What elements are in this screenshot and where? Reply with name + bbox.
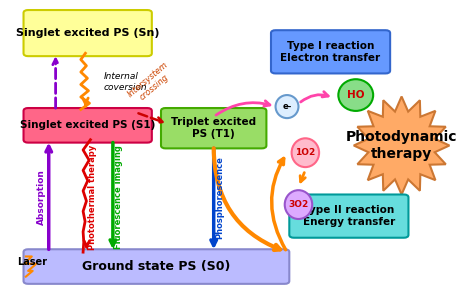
Text: 1O2: 1O2 (295, 148, 316, 157)
Text: Type II reaction
Energy transfer: Type II reaction Energy transfer (303, 205, 395, 227)
Text: Ground state PS (S0): Ground state PS (S0) (82, 260, 231, 273)
Text: Fluorescence imaging: Fluorescence imaging (114, 146, 123, 249)
Text: e-: e- (283, 102, 292, 111)
Ellipse shape (285, 190, 312, 219)
Text: Internal
coversion: Internal coversion (104, 72, 147, 92)
Text: 3O2: 3O2 (288, 200, 309, 209)
Text: Phosphorescence: Phosphorescence (215, 156, 224, 239)
FancyBboxPatch shape (289, 194, 409, 238)
Text: Type I reaction
Electron transfer: Type I reaction Electron transfer (281, 41, 381, 63)
Text: HO: HO (347, 90, 365, 100)
FancyBboxPatch shape (24, 108, 152, 143)
FancyBboxPatch shape (271, 30, 390, 73)
Text: Absorption: Absorption (37, 169, 46, 225)
Text: Intersystem
crossing: Intersystem crossing (126, 60, 176, 107)
Ellipse shape (338, 79, 373, 111)
Text: Photodynamic
therapy: Photodynamic therapy (346, 130, 457, 161)
Text: Triplet excited
PS (T1): Triplet excited PS (T1) (171, 117, 256, 139)
FancyBboxPatch shape (24, 249, 289, 284)
FancyBboxPatch shape (161, 108, 266, 148)
Text: Singlet excited PS (Sn): Singlet excited PS (Sn) (16, 28, 159, 38)
Ellipse shape (275, 95, 299, 118)
PathPatch shape (354, 97, 449, 194)
Text: Singlet excited PS (S1): Singlet excited PS (S1) (20, 120, 155, 130)
Text: Photothermal therapy: Photothermal therapy (88, 145, 97, 250)
Text: Laser: Laser (17, 257, 46, 267)
Ellipse shape (292, 138, 319, 167)
FancyBboxPatch shape (24, 10, 152, 56)
